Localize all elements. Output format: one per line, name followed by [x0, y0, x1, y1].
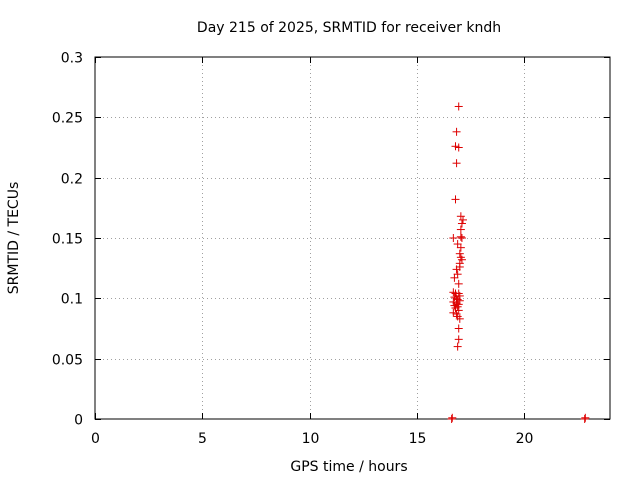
data-point — [453, 295, 462, 304]
data-point — [456, 212, 465, 221]
data-point — [453, 240, 462, 249]
data-point — [580, 415, 589, 423]
data-point — [454, 306, 463, 315]
data-point — [449, 308, 458, 317]
data-point — [450, 273, 459, 282]
data-point — [457, 234, 466, 242]
y-tick-label: 0 — [74, 413, 83, 429]
data-point — [447, 415, 456, 423]
axis-ticks: 0 5 10 15 20 0 0.05 0.1 0.15 0.2 0.25 0.3 — [52, 51, 610, 447]
data-point — [459, 215, 468, 224]
data-point — [457, 255, 466, 264]
y-axis-label: SRMTID / TECUs — [6, 182, 22, 295]
data-point — [448, 413, 457, 422]
data-point — [454, 335, 463, 344]
data-point — [452, 127, 461, 136]
y-tick-label: 0.15 — [52, 232, 83, 248]
data-point — [454, 102, 463, 111]
chart-title: Day 215 of 2025, SRMTID for receiver knd… — [197, 20, 501, 36]
data-point — [454, 279, 463, 288]
x-tick-label: 10 — [302, 431, 320, 447]
data-point — [449, 288, 458, 297]
y-tick-label: 0.2 — [61, 172, 83, 188]
data-point — [449, 234, 458, 242]
data-point — [453, 270, 462, 279]
x-tick-label: 20 — [516, 431, 534, 447]
data-point — [455, 314, 464, 323]
data-point — [457, 219, 466, 228]
data-point — [456, 232, 465, 241]
data-point — [449, 297, 458, 306]
x-axis-label: GPS time / hours — [290, 459, 407, 475]
y-tick-label: 0.05 — [52, 353, 83, 369]
data-point — [452, 265, 461, 274]
x-tick-label: 0 — [91, 431, 100, 447]
data-point — [456, 243, 465, 252]
data-point — [451, 195, 460, 204]
data-point — [453, 302, 462, 311]
x-tick-label: 5 — [198, 431, 207, 447]
y-tick-label: 0.3 — [61, 51, 83, 67]
data-point — [451, 142, 460, 151]
data-points — [447, 102, 590, 423]
plot-frame — [94, 56, 611, 420]
data-point — [581, 413, 590, 422]
data-point — [455, 249, 464, 258]
data-point — [454, 324, 463, 333]
y-tick-label: 0.25 — [52, 111, 83, 127]
data-point — [453, 342, 462, 351]
y-tick-label: 0.1 — [61, 292, 83, 308]
data-point — [452, 159, 461, 168]
data-point — [456, 225, 465, 234]
data-point — [454, 143, 463, 152]
x-tick-label: 15 — [409, 431, 427, 447]
grid — [95, 57, 610, 419]
